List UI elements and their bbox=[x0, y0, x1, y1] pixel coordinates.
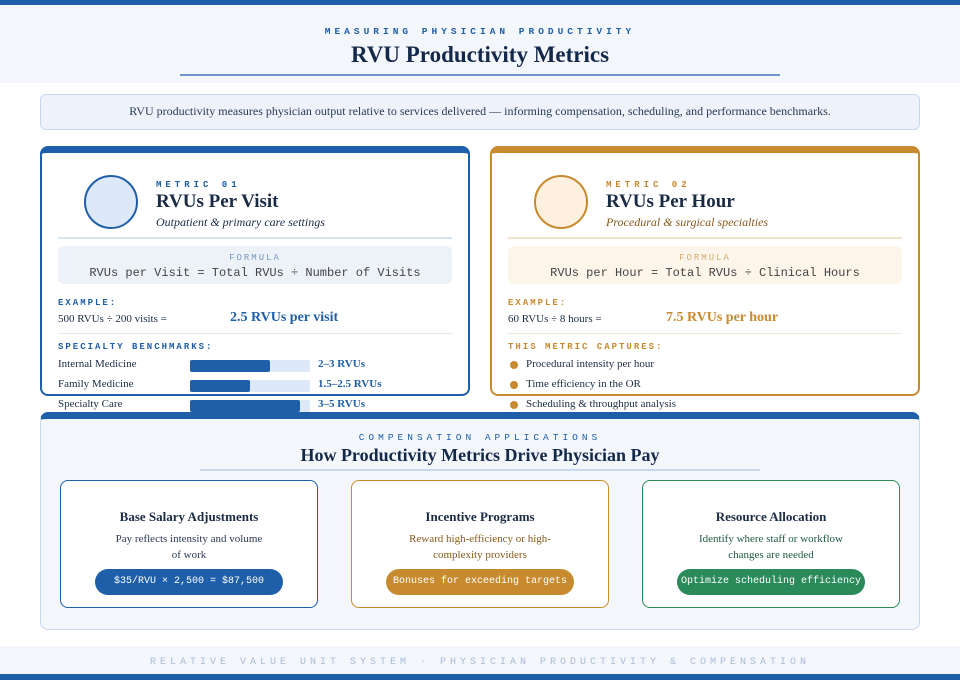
header-band bbox=[0, 0, 960, 83]
card-pill: $35/RVU × 2,500 = $87,500 bbox=[95, 569, 283, 595]
rule bbox=[58, 333, 452, 334]
rule bbox=[508, 333, 902, 334]
example-result: 7.5 RVUs per hour bbox=[666, 310, 779, 325]
bar-fill bbox=[190, 360, 270, 372]
card-title: Resource Allocation bbox=[715, 509, 827, 524]
footer-band bbox=[0, 646, 960, 674]
formula-label: FORMULA bbox=[229, 253, 281, 263]
metric-label: METRIC 02 bbox=[606, 180, 691, 190]
bar-fill bbox=[190, 400, 300, 412]
benchmark-range: 3–5 RVUs bbox=[318, 398, 365, 410]
bullet bbox=[510, 381, 518, 389]
example-label: EXAMPLE: bbox=[58, 298, 118, 308]
example-label: EXAMPLE: bbox=[508, 298, 568, 308]
card-title: Base Salary Adjustments bbox=[119, 509, 259, 524]
benchmark-name: Family Medicine bbox=[58, 378, 134, 390]
metric-title: RVUs Per Visit bbox=[156, 191, 279, 212]
benchmark-range: 1.5–2.5 RVUs bbox=[318, 378, 382, 390]
bottom-bar bbox=[0, 674, 960, 680]
kicker: MEASURING PHYSICIAN PRODUCTIVITY bbox=[324, 26, 636, 37]
metric-subtitle: Procedural & surgical specialties bbox=[606, 215, 769, 229]
comp-card: Resource Allocation Identify where staff … bbox=[642, 480, 900, 608]
footer: RELATIVE VALUE UNIT SYSTEM · PHYSICIAN P… bbox=[149, 657, 811, 668]
example-result: 2.5 RVUs per visit bbox=[230, 310, 339, 325]
benchmark-name: Specialty Care bbox=[58, 398, 123, 410]
card-pill: Bonuses for exceeding targets bbox=[386, 569, 574, 595]
capture-item: Time efficiency in the OR bbox=[526, 378, 641, 390]
rule bbox=[508, 237, 902, 239]
list-label: THIS METRIC CAPTURES: bbox=[508, 342, 664, 352]
top-bar bbox=[0, 0, 960, 5]
formula: RVUs per Visit = Total RVUs ÷ Number of … bbox=[89, 266, 421, 280]
formula-box: FORMULA RVUs per Hour = Total RVUs ÷ Cli… bbox=[508, 246, 902, 284]
example-calc: 60 RVUs ÷ 8 hours = bbox=[508, 313, 602, 325]
metric-subtitle: Outpatient & primary care settings bbox=[156, 215, 325, 229]
formula-box: FORMULA RVUs per Visit = Total RVUs ÷ Nu… bbox=[58, 246, 452, 284]
bar-fill bbox=[190, 380, 250, 392]
benchmark-name: Internal Medicine bbox=[58, 358, 137, 370]
metric-label: METRIC 01 bbox=[156, 180, 241, 190]
icon bbox=[534, 175, 588, 229]
comp-card: Incentive Programs Reward high-efficiency… bbox=[351, 480, 609, 608]
rule bbox=[200, 469, 760, 471]
card-title: Incentive Programs bbox=[425, 509, 535, 524]
benchmark-range: 2–3 RVUs bbox=[318, 358, 365, 370]
metric-title: RVUs Per Hour bbox=[606, 191, 735, 212]
card-pill: Optimize scheduling efficiency bbox=[677, 569, 865, 595]
card-description: Identify where staff or workflow changes… bbox=[699, 533, 843, 561]
list-label: SPECIALTY BENCHMARKS: bbox=[58, 342, 214, 352]
capture-item: Procedural intensity per hour bbox=[526, 358, 654, 370]
card-description: Pay reflects intensity and volume of wor… bbox=[115, 533, 263, 561]
card-description: Reward high-efficiency or high-complexit… bbox=[409, 533, 551, 561]
example-calc: 500 RVUs ÷ 200 visits = bbox=[58, 313, 167, 325]
metric-card: METRIC 02 RVUs Per Hour Procedural & sur… bbox=[490, 146, 920, 410]
capture-item: Scheduling & throughput analysis bbox=[526, 398, 677, 410]
metric-card: METRIC 01 RVUs Per Visit Outpatient & pr… bbox=[40, 146, 470, 412]
icon bbox=[84, 175, 138, 229]
comp-kicker: COMPENSATION APPLICATIONS bbox=[358, 432, 602, 443]
bullet bbox=[510, 401, 518, 409]
comp-card: Base Salary Adjustments Pay reflects inte… bbox=[60, 480, 318, 608]
title-rule bbox=[180, 74, 780, 76]
formula-label: FORMULA bbox=[679, 253, 731, 263]
intro: RVU productivity measures physician outp… bbox=[40, 94, 920, 130]
rule bbox=[58, 237, 452, 239]
bullet bbox=[510, 361, 518, 369]
comp-title: How Productivity Metrics Drive Physician… bbox=[300, 445, 660, 465]
formula: RVUs per Hour = Total RVUs ÷ Clinical Ho… bbox=[550, 266, 860, 280]
title: RVU Productivity Metrics bbox=[350, 42, 610, 67]
